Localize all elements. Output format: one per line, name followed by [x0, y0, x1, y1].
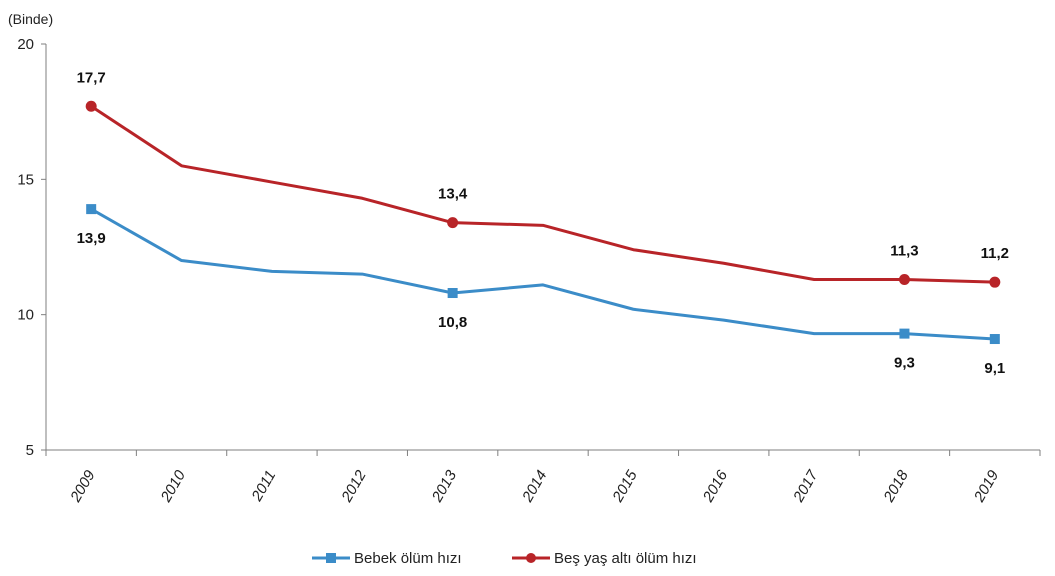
data-label: 9,1: [984, 360, 1005, 377]
series-line: [90, 207, 995, 341]
y-tick-label: 5: [26, 442, 34, 459]
y-tick-label: 20: [17, 36, 34, 53]
data-point: [86, 204, 97, 215]
axes: 5 10 15 20 2009 2010 2011 2012 2013 2014 2015 2016 2…: [17, 36, 1041, 506]
x-tick-label: 2013: [428, 467, 460, 506]
x-tick-label: 2010: [157, 467, 189, 506]
legend-swatch-marker: [526, 553, 536, 563]
x-tick-label: 2019: [970, 467, 1002, 506]
x-tick-label: 2016: [699, 467, 731, 506]
data-point: [447, 217, 459, 229]
x-tick-label: 2014: [519, 468, 551, 506]
y-unit-label: (Binde): [8, 11, 53, 27]
legend-label: Bebek ölüm hızı: [354, 550, 462, 567]
data-labels-layer: 13,9 10,8 9,3 9,1 17,7 13,4 11,3 11,2: [77, 69, 1009, 377]
data-label: 17,7: [77, 69, 106, 86]
data-point: [447, 288, 458, 299]
y-tick-label: 15: [17, 171, 34, 188]
series-layer: [85, 100, 1001, 345]
data-label: 9,3: [894, 355, 915, 372]
data-point: [989, 276, 1001, 288]
data-point: [989, 334, 1000, 345]
legend: Bebek ölüm hızı Beş yaş altı ölüm hızı: [312, 550, 697, 567]
data-label: 11,2: [981, 245, 1009, 262]
data-point: [85, 100, 97, 112]
data-label: 11,3: [890, 242, 918, 259]
x-tick-label: 2018: [880, 467, 912, 506]
y-tick-label: 10: [17, 307, 34, 324]
series-line: [90, 105, 995, 284]
x-tick-label: 2012: [338, 467, 370, 506]
data-label: 13,4: [438, 186, 468, 203]
legend-label: Beş yaş altı ölüm hızı: [554, 550, 697, 567]
data-point: [899, 328, 910, 339]
x-tick-label: 2011: [248, 468, 279, 505]
legend-swatch-marker: [326, 553, 336, 563]
x-tick-label: 2009: [67, 467, 99, 506]
data-point: [898, 273, 910, 285]
x-tick-label: 2015: [609, 467, 641, 506]
x-tick-label: 2017: [790, 467, 822, 506]
data-label: 10,8: [438, 314, 467, 331]
data-label: 13,9: [77, 230, 106, 247]
